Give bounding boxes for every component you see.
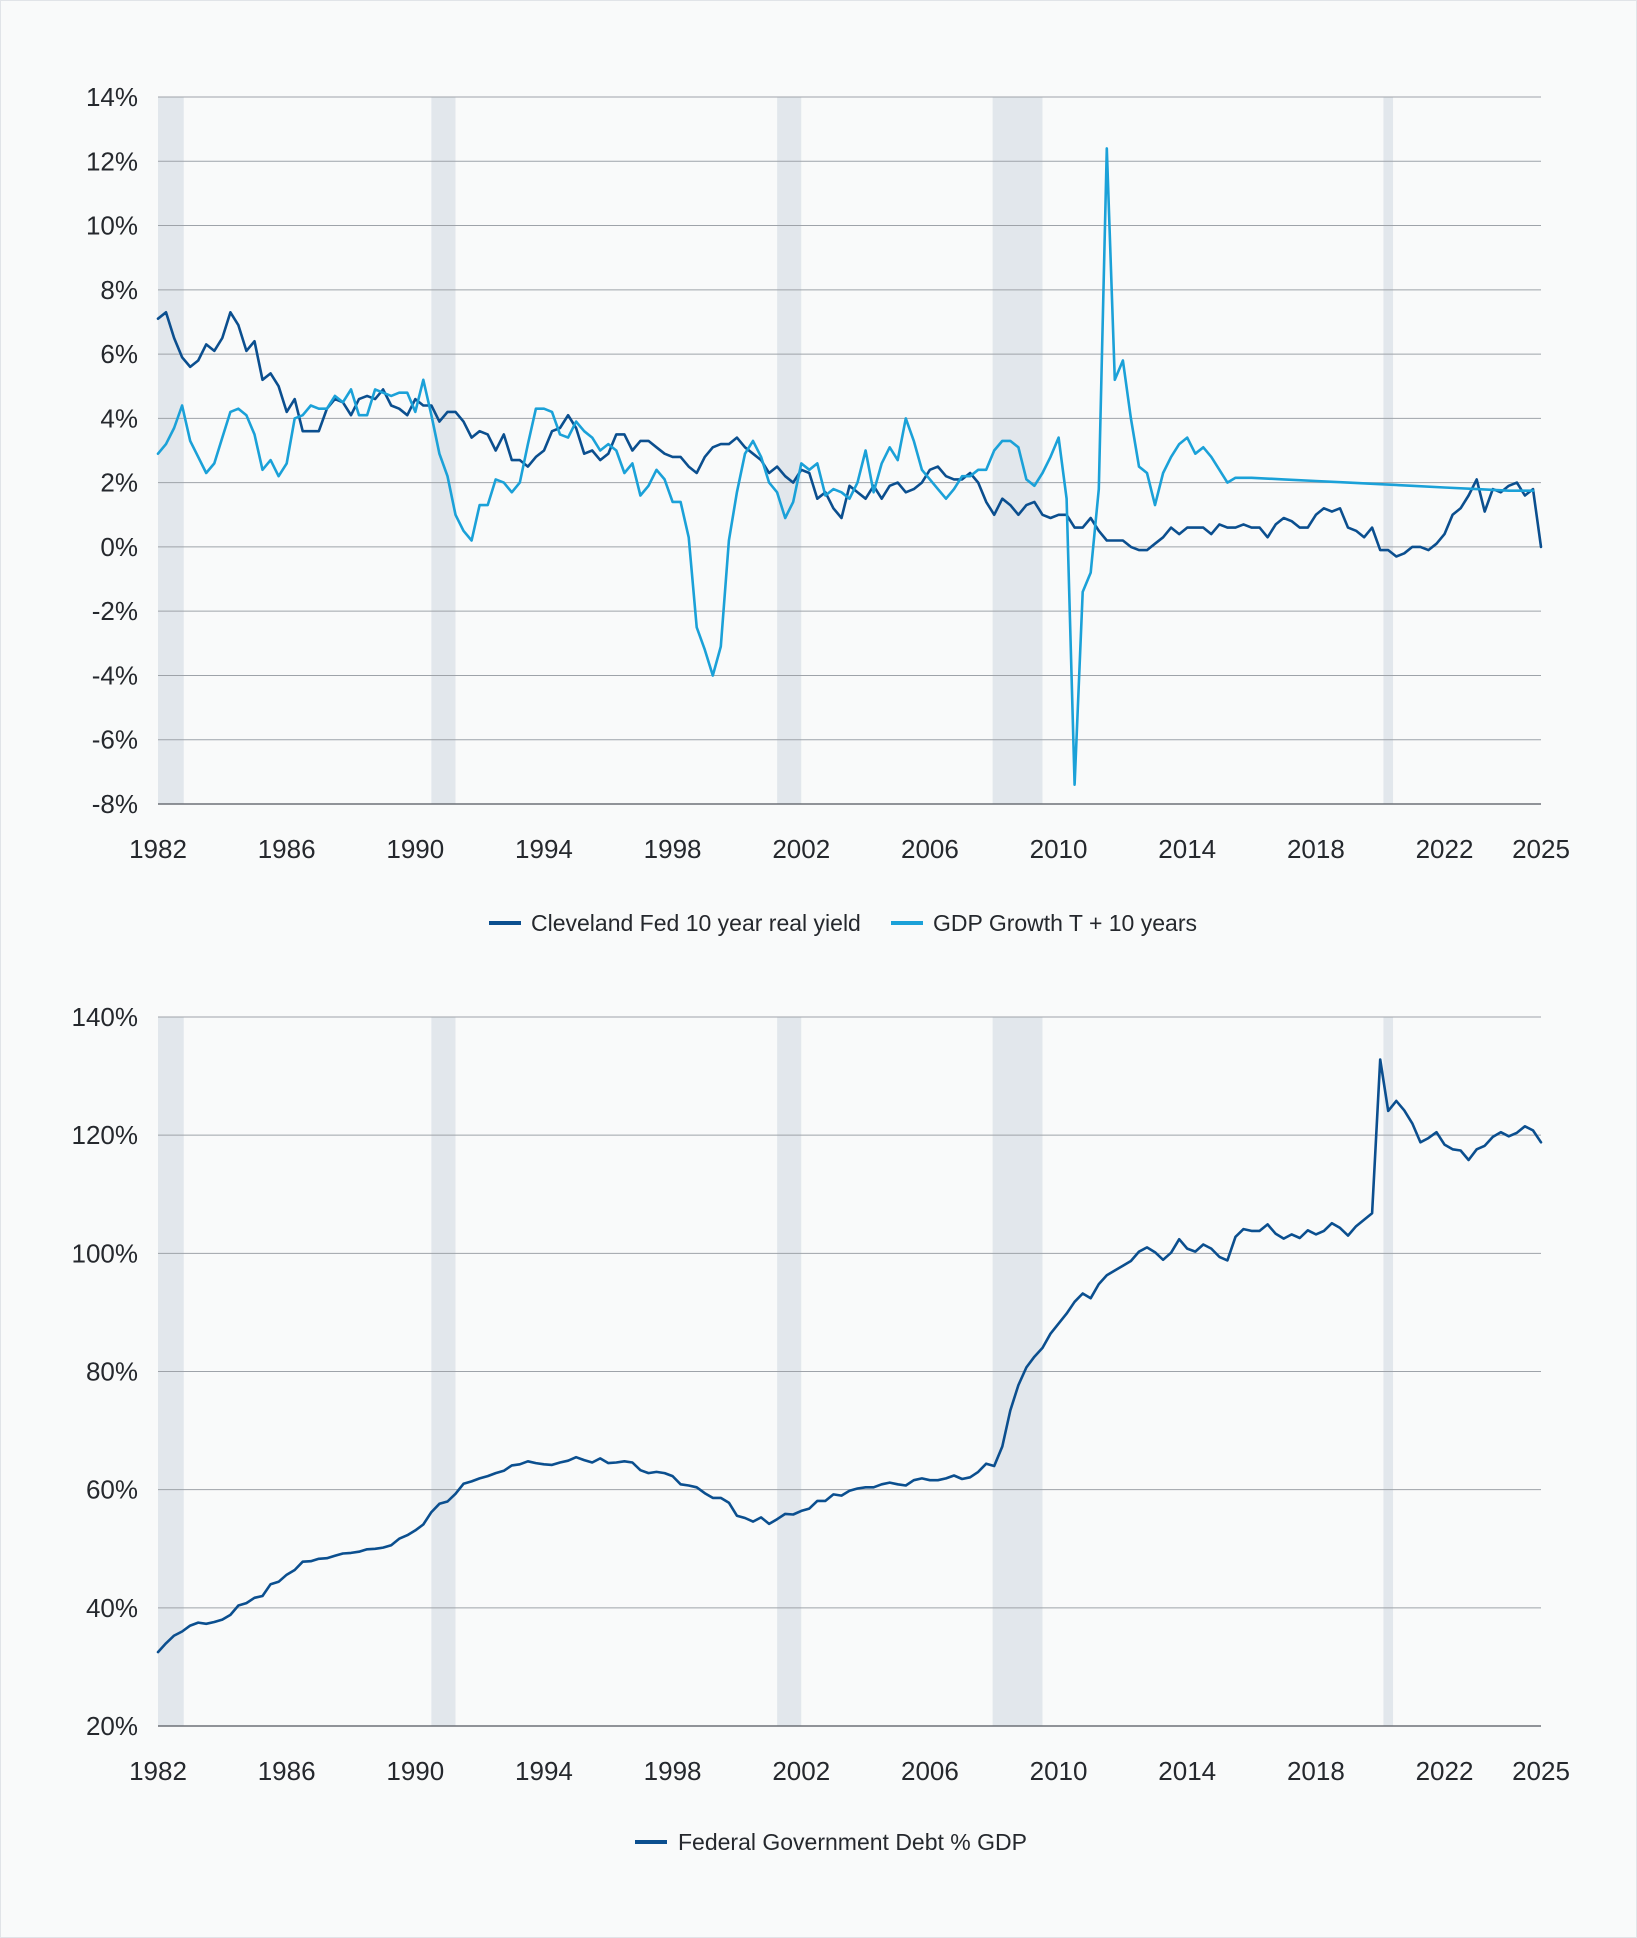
x-tick-label: 2022 [1416,834,1474,864]
y-tick-label: 120% [72,1120,139,1150]
series-line-0 [156,311,1543,558]
y-tick-label: 14% [86,82,138,112]
x-tick-label: 1994 [515,1756,573,1786]
x-tick-label: 1982 [129,834,187,864]
x-tick-label: 1998 [644,834,702,864]
y-tick-label: 12% [86,146,138,176]
y-tick-label: -8% [92,789,138,819]
recession-band-2 [777,97,802,804]
y-tick-label: 8% [100,275,138,305]
x-tick-label: 1982 [129,1756,187,1786]
y-tick-label: 0% [100,532,138,562]
chart-real-yield-vs-gdp-growth: 14% 12% 10% 8% 6% 4% 2% 0% -2% -4% -6% -8% 1982 1986 1… [86,82,1570,936]
y-tick-label: 6% [100,339,138,369]
x-tick-label: 2018 [1287,1756,1345,1786]
x-tick-label: 2002 [772,1756,830,1786]
series-line-1 [156,147,1535,786]
y-tick-label: 20% [86,1711,138,1741]
y-tick-label: -2% [92,596,138,626]
x-tick-label: 2006 [901,1756,959,1786]
x-tick-label: 2018 [1287,834,1345,864]
x-tick-label: 1986 [258,1756,316,1786]
y-tick-label: -4% [92,660,138,690]
legend-label-0: Cleveland Fed 10 year real yield [531,910,861,936]
chart-federal-debt: 140% 120% 100% 80% 60% 40% 20% 1982 1986 1990 1994… [72,1002,1570,1855]
x-tick-label: 2025 [1512,834,1570,864]
x-tick-label: 2022 [1416,1756,1474,1786]
y-tick-label: -6% [92,725,138,755]
x-tick-label: 2014 [1158,1756,1216,1786]
y-tick-label: 40% [86,1593,138,1623]
y-tick-label: 2% [100,468,138,498]
recession-band-3 [992,97,1043,804]
x-tick-label: 2002 [772,834,830,864]
x-tick-label: 1994 [515,834,573,864]
y-tick-label: 10% [86,211,138,241]
x-tick-label: 1990 [386,1756,444,1786]
y-tick-label: 100% [72,1238,139,1268]
x-tick-label: 1990 [386,834,444,864]
legend-label-0: Federal Government Debt % GDP [678,1829,1027,1855]
x-tick-label: 1998 [644,1756,702,1786]
y-tick-label: 80% [86,1357,138,1387]
x-tick-label: 2006 [901,834,959,864]
x-tick-label: 2014 [1158,834,1216,864]
y-tick-label: 140% [72,1002,139,1032]
x-tick-label: 2010 [1030,834,1088,864]
recession-band-4 [1383,97,1394,804]
series-line-0 [156,1058,1543,1654]
legend-label-1: GDP Growth T + 10 years [933,910,1197,936]
recession-band-1 [431,97,456,804]
x-tick-label: 2010 [1030,1756,1088,1786]
x-tick-label: 1986 [258,834,316,864]
x-tick-label: 2025 [1512,1756,1570,1786]
y-tick-label: 60% [86,1475,138,1505]
y-tick-label: 4% [100,403,138,433]
